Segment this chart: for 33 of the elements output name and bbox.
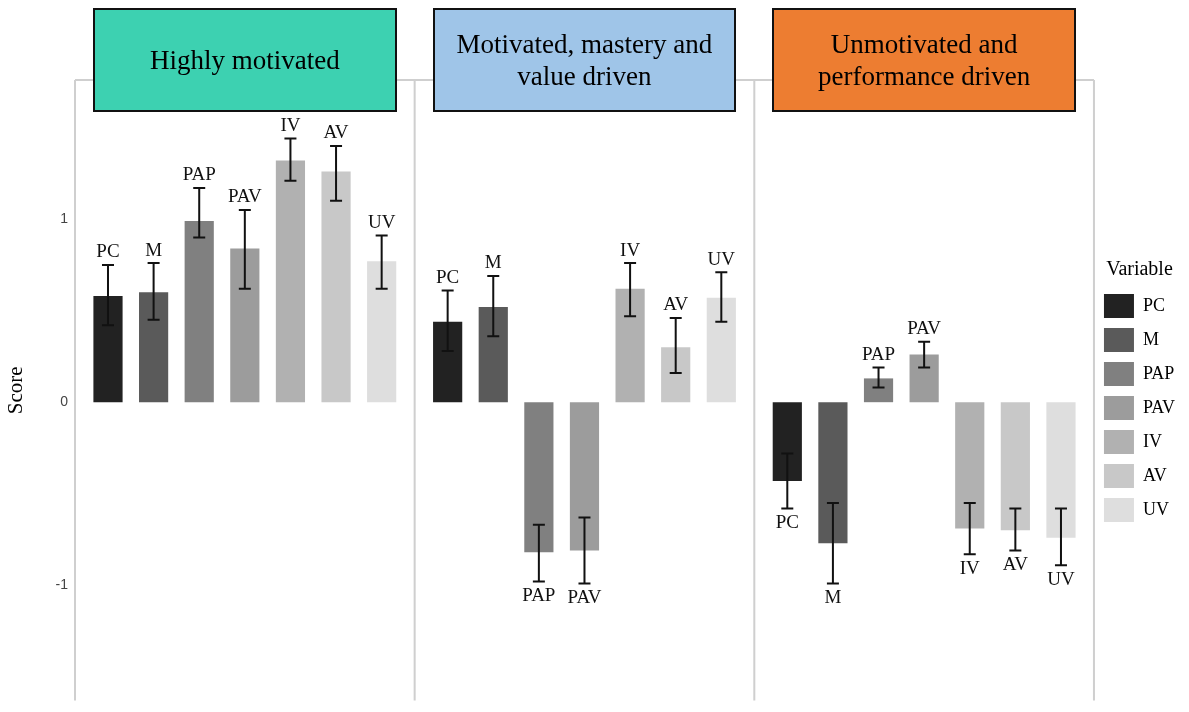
text: UV	[367, 211, 396, 233]
legend-title: Variable	[1106, 257, 1173, 280]
text: UV	[707, 247, 736, 269]
text: AV	[663, 293, 689, 315]
y-tick-label: 1	[60, 209, 69, 226]
text: M	[484, 251, 502, 273]
text: PAP	[182, 163, 216, 185]
text: AV	[1002, 552, 1028, 574]
text: M	[145, 238, 163, 260]
text: UV	[1047, 567, 1075, 589]
text: M	[824, 585, 842, 607]
legend-label: PAV	[1142, 396, 1176, 417]
text: PAV	[907, 317, 942, 339]
legend-label: AV	[1142, 464, 1167, 485]
text: PC	[436, 266, 460, 288]
text: PC	[96, 240, 120, 262]
text: IV	[620, 238, 641, 260]
text: PAV	[227, 185, 262, 207]
y-tick-label: 0	[60, 393, 69, 410]
legend-label: PAP	[1142, 362, 1175, 383]
y-axis-title: Score	[3, 366, 28, 415]
legend-label: PC	[1142, 294, 1165, 315]
text: PAV	[567, 585, 602, 607]
legend-label: M	[1142, 328, 1159, 349]
text: PAP	[861, 342, 896, 364]
text: IV	[280, 114, 301, 136]
text: PAP	[522, 584, 556, 606]
legend-label: IV	[1142, 430, 1162, 451]
y-tick-label: -1	[55, 576, 69, 593]
text: PC	[775, 510, 799, 532]
text: AV	[323, 121, 349, 143]
legend-label: UV	[1142, 498, 1169, 519]
text: IV	[959, 556, 980, 578]
